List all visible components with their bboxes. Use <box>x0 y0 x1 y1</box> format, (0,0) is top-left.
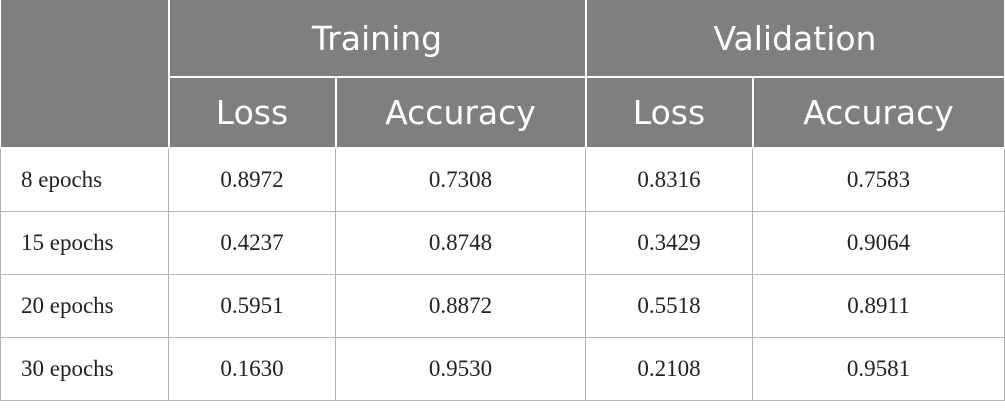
cell: 0.4237 <box>168 211 336 275</box>
table-row: 15 epochs 0.4237 0.8748 0.3429 0.9064 <box>0 211 1005 275</box>
table-row: 30 epochs 0.1630 0.9530 0.2108 0.9581 <box>0 337 1005 401</box>
column-header: Loss <box>167 77 337 149</box>
cell: 0.3429 <box>585 211 753 275</box>
row-label: 15 epochs <box>0 211 169 275</box>
table-row: 8 epochs 0.8972 0.7308 0.8316 0.7583 <box>0 147 1005 212</box>
cell: 0.5518 <box>585 274 753 338</box>
cell: 0.9064 <box>752 211 1005 275</box>
column-header: Accuracy <box>751 77 1005 149</box>
row-label: 30 epochs <box>0 337 169 401</box>
row-label: 20 epochs <box>0 274 169 338</box>
cell: 0.7583 <box>752 147 1005 212</box>
cell: 0.8972 <box>168 147 336 212</box>
cell: 0.8911 <box>752 274 1005 338</box>
cell: 0.5951 <box>168 274 336 338</box>
cell: 0.9581 <box>752 337 1005 401</box>
group-header: Training <box>167 0 587 78</box>
corner-cell <box>0 0 170 149</box>
cell: 0.8872 <box>335 274 586 338</box>
cell: 0.8748 <box>335 211 586 275</box>
table-row: 20 epochs 0.5951 0.8872 0.5518 0.8911 <box>0 274 1005 338</box>
group-header: Validation <box>584 0 1005 78</box>
cell: 0.7308 <box>335 147 586 212</box>
cell: 0.1630 <box>168 337 336 401</box>
column-header: Accuracy <box>334 77 587 149</box>
cell: 0.8316 <box>585 147 753 212</box>
cell: 0.9530 <box>335 337 586 401</box>
column-header: Loss <box>584 77 754 149</box>
cell: 0.2108 <box>585 337 753 401</box>
row-label: 8 epochs <box>0 147 169 212</box>
